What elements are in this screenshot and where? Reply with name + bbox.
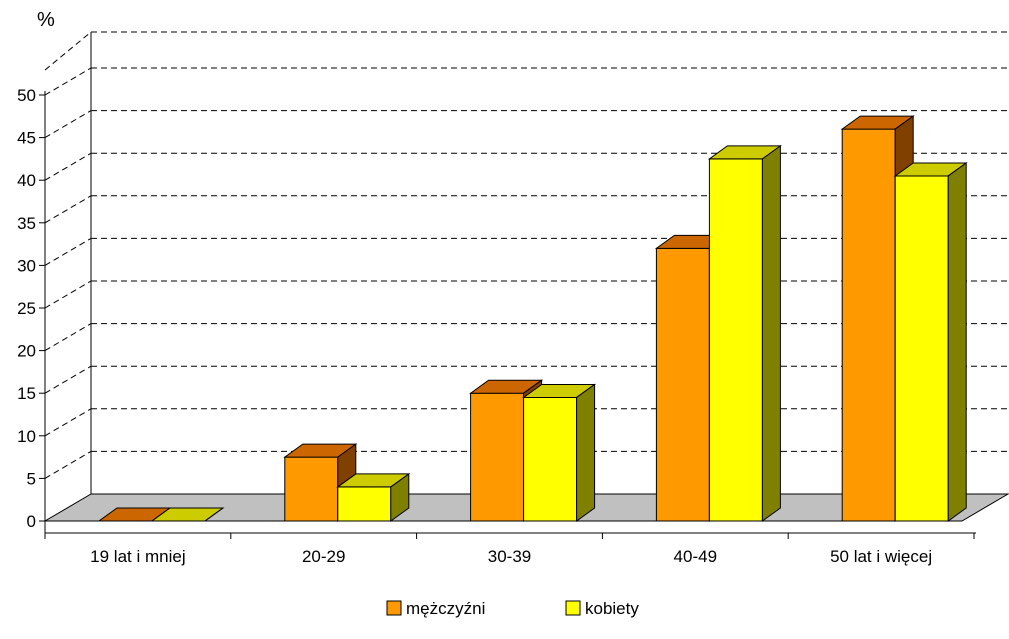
bar-side <box>947 161 967 522</box>
y-tick-label: 20 <box>17 342 36 361</box>
x-tick-label: 19 lat i mniej <box>90 547 185 566</box>
bar-front <box>894 175 949 522</box>
bar <box>522 383 597 522</box>
legend-swatch <box>386 600 402 616</box>
y-tick-label: 0 <box>27 512 36 531</box>
y-tick-label: 5 <box>27 469 36 488</box>
y-tick-label: 30 <box>17 256 36 275</box>
axes <box>39 31 976 539</box>
bar-front <box>841 128 896 522</box>
bar-side <box>390 472 410 522</box>
bar-side <box>204 507 224 522</box>
wall-gridline <box>44 408 92 437</box>
legend-item: mężczyźni <box>386 599 485 618</box>
y-tick-label: 10 <box>17 427 36 446</box>
legend-item: kobiety <box>565 599 639 618</box>
y-axis-label: % <box>37 9 55 31</box>
bar-front <box>523 396 578 522</box>
legend: mężczyźni kobiety <box>386 599 639 618</box>
legend-label: mężczyźni <box>406 599 485 618</box>
wall-gridline <box>44 152 92 181</box>
wall-gridline <box>44 67 92 96</box>
bar-front <box>708 158 763 522</box>
x-tick-label: 40-49 <box>674 547 717 566</box>
bar <box>707 144 782 522</box>
y-tick-label: 50 <box>17 86 36 105</box>
y-tick-label: 40 <box>17 171 36 190</box>
bar-front <box>284 456 339 522</box>
y-tick-label: 35 <box>17 214 36 233</box>
bar-front <box>470 392 525 522</box>
y-tick-label: 25 <box>17 299 36 318</box>
bar-front <box>655 247 710 522</box>
x-tick-label: 20-29 <box>302 547 345 566</box>
wall-gridline <box>44 195 92 224</box>
wall-gridline <box>44 450 92 479</box>
y-tick-label: 15 <box>17 384 36 403</box>
x-tick-label: 30-39 <box>488 547 531 566</box>
x-tick-label: 50 lat i więcej <box>830 547 932 566</box>
tick-labels: 0 5 10 15 20 25 30 35 40 45 50 19 lat i mniej 20-29 3… <box>17 86 932 566</box>
wall-gridline <box>44 280 92 309</box>
wall-gridline <box>44 323 92 352</box>
bar-side <box>761 144 781 522</box>
bar <box>893 161 968 522</box>
bars <box>97 115 968 522</box>
wall-gridline <box>44 110 92 139</box>
bar-front <box>337 486 392 522</box>
y-tick-label: 45 <box>17 129 36 148</box>
bar <box>336 472 411 522</box>
legend-label: kobiety <box>585 599 639 618</box>
wall-top-edge <box>44 31 92 71</box>
bar <box>150 507 225 522</box>
wall-gridline <box>44 365 92 394</box>
bar-side <box>576 383 596 522</box>
wall-gridline <box>44 237 92 266</box>
legend-swatch <box>565 600 581 616</box>
